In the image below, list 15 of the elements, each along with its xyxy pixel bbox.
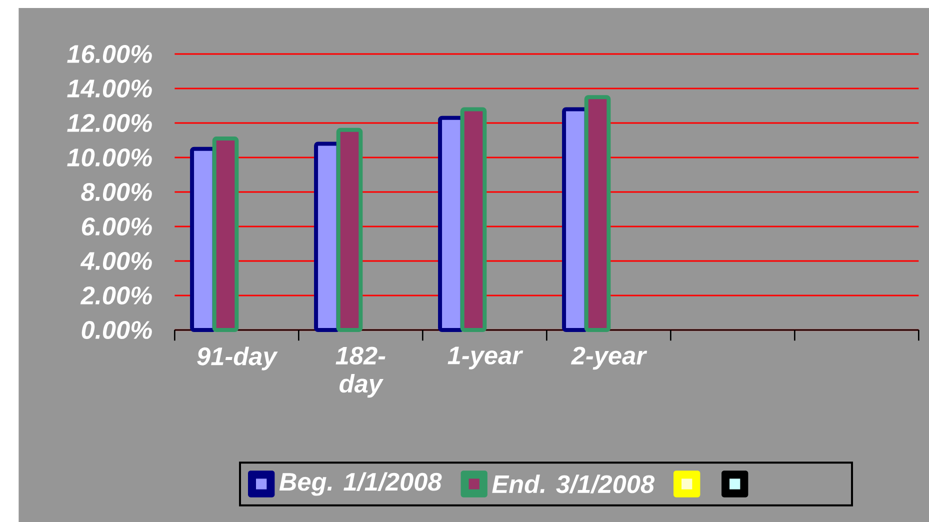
y-tick-label: 8.00% bbox=[81, 183, 152, 201]
y-tick-label: 4.00% bbox=[80, 252, 152, 270]
y-tick-label: 2.00% bbox=[80, 286, 152, 304]
y-tick-label: 6.00% bbox=[82, 218, 152, 236]
legend-label: Beg. 1/1/2008 bbox=[279, 472, 442, 496]
legend-label: End. 3/1/2008 bbox=[492, 474, 655, 494]
x-tick-label: 1-year bbox=[448, 346, 524, 370]
y-tick-label: 0.00% bbox=[82, 321, 152, 339]
y-tick-label: 12.00% bbox=[67, 114, 152, 132]
y-tick-label: 16.00% bbox=[67, 45, 152, 63]
y-tick-label: 10.00% bbox=[67, 148, 152, 166]
y-tick-label: 14.00% bbox=[67, 80, 152, 98]
x-tick-label: 91-day bbox=[197, 346, 278, 370]
x-tick-label: 182-day bbox=[336, 346, 386, 398]
x-tick-label: 2-year bbox=[570, 346, 648, 370]
